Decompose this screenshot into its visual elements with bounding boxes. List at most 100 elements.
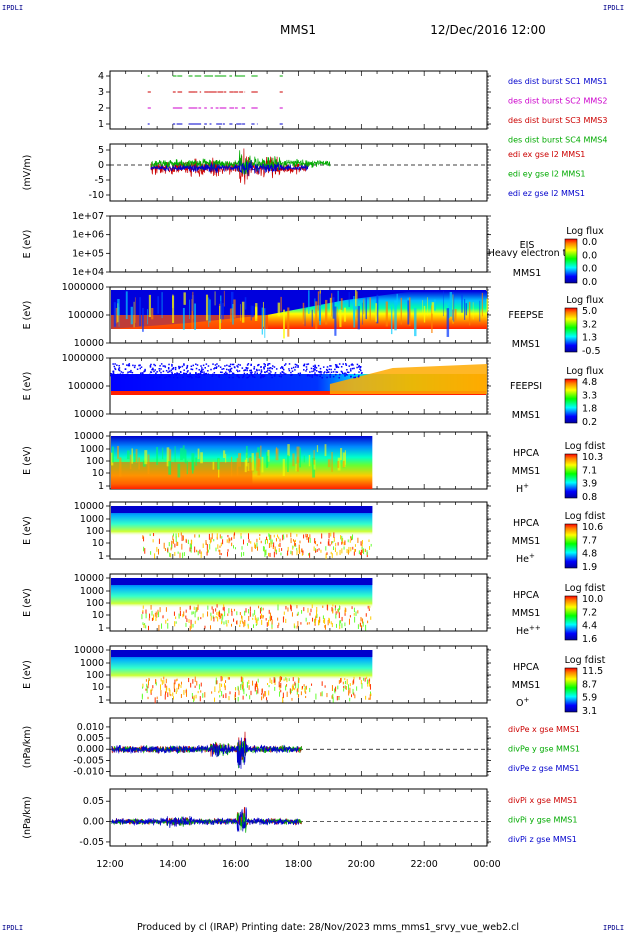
feepsi-speckle xyxy=(167,375,170,377)
hpca-o-panel-speckle xyxy=(305,695,307,699)
hpca-hepp-panel-speckle xyxy=(225,620,227,625)
feepsi-speckle xyxy=(122,375,125,378)
hpca-he-panel-speckle xyxy=(309,552,311,558)
hpca-o-panel-speckle xyxy=(161,680,163,685)
feepsi-speckle xyxy=(291,373,293,376)
feepsi-speckle xyxy=(297,366,299,368)
hpca-h-panel-stripe xyxy=(186,460,188,475)
hpca-hepp-panel-speckle xyxy=(326,604,328,610)
hpca-h-panel-stripe xyxy=(135,449,138,463)
hpca-hepp-panel-speckle xyxy=(223,604,225,608)
hpca-he-panel-speckle xyxy=(198,534,200,538)
hpca-o-panel-speckle xyxy=(367,682,369,687)
hpca-hepp-panel-speckle xyxy=(226,623,228,627)
feepsi-speckle xyxy=(345,364,348,366)
feepsi-speckle xyxy=(176,376,179,379)
hpca-he-panel-speckle xyxy=(341,548,343,554)
feepsi-speckle xyxy=(226,364,228,367)
hpca-h-panel-stripe xyxy=(248,457,252,472)
hpca-o-panel-speckle xyxy=(346,679,348,685)
hpca-h-panel-stripe xyxy=(197,448,200,460)
hpca-hepp-panel-speckle xyxy=(219,611,221,615)
hpca-he-panel-speckle xyxy=(336,551,338,556)
hpca-o-panel-speckle xyxy=(156,696,158,700)
hpca-hepp-panel-speckle xyxy=(221,618,223,623)
feepsi-speckle xyxy=(114,368,117,371)
hpca-he-panel-speckle xyxy=(277,534,279,538)
hpca-he-panel-speckle xyxy=(233,533,235,539)
feepse-stripe xyxy=(133,301,135,328)
hpca-hepp-panel-speckle xyxy=(153,614,155,621)
footer-credit: Produced by cl (IRAP) Printing date: 28/… xyxy=(137,922,519,933)
hpca-hepp-panel-speckle xyxy=(155,617,157,621)
feepse-stripe xyxy=(287,307,290,337)
feepsi-speckle xyxy=(313,368,316,371)
hpca-he-panel-speckle xyxy=(272,544,274,550)
feepsi-speckle xyxy=(263,368,265,370)
hpca-o-panel-speckle xyxy=(155,679,157,683)
hpca-hepp-panel-speckle xyxy=(150,604,152,610)
hpca-hepp-panel-speckle xyxy=(192,623,194,628)
feepse-stripe xyxy=(446,308,450,337)
feepse-stripe xyxy=(337,290,339,310)
hpca-he-panel-speckle xyxy=(264,539,266,545)
hpca-o-panel-speckle xyxy=(274,682,276,685)
hpca-hepp-panel-speckle xyxy=(261,619,263,625)
feepsi-speckle xyxy=(112,370,115,373)
feepsi-speckle xyxy=(251,371,253,374)
feepsi-speckle xyxy=(329,365,331,367)
hpca-o-panel-speckle xyxy=(193,697,195,703)
feepsi-speckle xyxy=(155,372,157,375)
hpca-hepp-panel-speckle xyxy=(262,615,264,619)
hpca-o-panel-speckle xyxy=(262,693,264,699)
feepsi-speckle xyxy=(341,371,343,373)
hpca-o-panel-speckle xyxy=(349,683,351,687)
hpca-o-panel-speckle xyxy=(192,695,194,699)
corner-tag-bottom-right: IPDLI xyxy=(603,924,625,932)
hpca-he-panel-speckle xyxy=(227,549,229,552)
feepsi-speckle xyxy=(214,364,217,366)
hpca-o-panel-speckle xyxy=(365,695,367,700)
hpca-o-panel-speckle xyxy=(296,691,298,695)
feepsi-speckle xyxy=(149,373,151,376)
feepsi-speckle xyxy=(135,375,138,377)
hpca-hepp-panel-speckle xyxy=(344,607,346,614)
hpca-o-panel-speckle xyxy=(197,690,199,694)
hpca-hepp-panel-speckle xyxy=(296,613,298,616)
hpca-he-panel-colorbar-title: Log fdist xyxy=(565,511,606,522)
hpca-hepp-panel-speckle xyxy=(157,609,159,615)
hpca-o-panel-speckle xyxy=(281,676,283,680)
hpca-he-panel-speckle xyxy=(347,549,349,555)
feepse-stripe xyxy=(339,309,342,328)
feepsi-speckle xyxy=(217,365,220,367)
efield-ez-line xyxy=(150,159,309,177)
feepsi-speckle xyxy=(254,371,256,373)
hpca-o-panel-speckle xyxy=(225,680,227,683)
hpca-hepp-panel-speckle xyxy=(271,622,273,628)
feepsi-speckle xyxy=(324,371,326,373)
feepsi-speckle xyxy=(258,363,260,366)
feepse-stripe xyxy=(332,297,335,319)
feepsi-speckle xyxy=(262,375,264,378)
hpca-hepp-panel-speckle xyxy=(215,608,217,612)
hpca-hepp-panel-speckle xyxy=(265,618,267,621)
hpca-hepp-panel-speckle xyxy=(243,622,245,628)
feepsi-speckle xyxy=(113,365,116,368)
feepsi-speckle xyxy=(230,367,233,370)
hpca-hepp-panel-species-charge: ++ xyxy=(529,624,541,632)
hpca-o-panel-speckle xyxy=(163,676,165,680)
feepsi-speckle xyxy=(267,369,269,372)
burst-panel-legend-item: des dist burst SC3 MMS3 xyxy=(508,116,607,125)
feepsi-speckle xyxy=(288,368,290,370)
hpca-hepp-panel-colorbar-label: 1.6 xyxy=(582,634,597,645)
feepsi-speckle xyxy=(149,365,152,367)
hpca-o-panel-speckle xyxy=(159,684,161,690)
hpca-o-panel-speckle xyxy=(335,686,337,692)
hpca-h-panel-stripe xyxy=(275,448,279,461)
hpca-hepp-panel-colorbar-title: Log fdist xyxy=(565,583,606,594)
hpca-he-panel-speckle xyxy=(259,534,261,537)
hpca-he-panel-speckle xyxy=(325,546,327,551)
feepsi-speckle xyxy=(294,369,296,371)
hpca-o-panel-spacecraft: MMS1 xyxy=(512,680,540,691)
feepsi-speckle xyxy=(236,369,238,371)
